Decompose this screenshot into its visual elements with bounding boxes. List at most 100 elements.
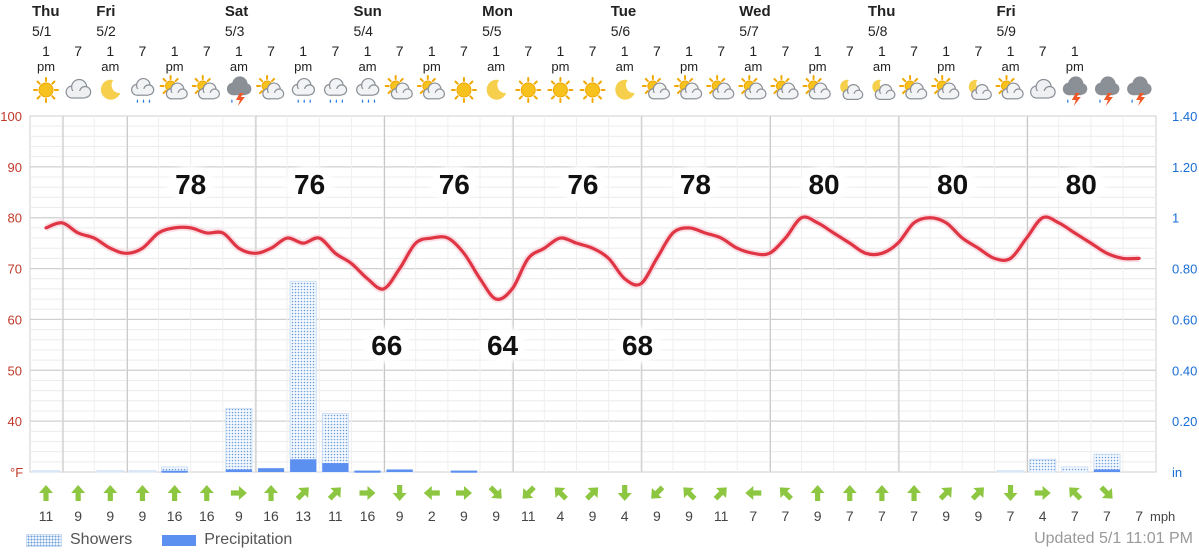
rain-drop bbox=[373, 99, 376, 103]
cloud-shape bbox=[874, 83, 896, 101]
day-name: Fri bbox=[96, 3, 115, 20]
hour-label: 1 bbox=[878, 43, 886, 59]
sun-ray bbox=[270, 77, 276, 83]
ampm-label: am bbox=[744, 59, 762, 74]
wind-arrow-ne bbox=[327, 487, 342, 501]
wind-speed: 11 bbox=[521, 508, 536, 524]
wind-arrow-shape bbox=[554, 487, 568, 501]
rain-drop bbox=[303, 99, 305, 103]
rain-drop bbox=[361, 99, 364, 103]
temperature-line bbox=[44, 213, 1141, 303]
wind-speed: 11 bbox=[714, 508, 729, 524]
wind-arrow-n bbox=[810, 485, 825, 501]
y-left-tick: 70 bbox=[8, 262, 22, 277]
wind-speed: 9 bbox=[106, 508, 114, 524]
sun-ray bbox=[998, 77, 1003, 83]
sun-ray bbox=[533, 80, 538, 85]
wind-speed: 7 bbox=[1103, 508, 1111, 524]
wind-speed: 4 bbox=[557, 508, 565, 524]
day-name: Sat bbox=[225, 3, 248, 20]
sun-ray bbox=[688, 77, 694, 83]
wind-speed: 11 bbox=[39, 508, 54, 524]
cloud-shape bbox=[390, 82, 413, 100]
wind-arrow-e bbox=[359, 486, 376, 500]
sun-disc bbox=[456, 82, 472, 98]
temp-label-low: 68 bbox=[622, 330, 653, 361]
wind-arrow-ne bbox=[585, 487, 599, 501]
showers-swatch bbox=[26, 533, 62, 547]
cloud-body bbox=[362, 88, 374, 96]
sun-icon bbox=[450, 77, 477, 103]
sun-ray bbox=[518, 95, 523, 100]
rain-drop bbox=[142, 99, 145, 103]
temp-label-halo bbox=[362, 327, 411, 363]
sun-ray bbox=[934, 77, 939, 83]
wind-speed: 7 bbox=[1071, 508, 1079, 524]
wind-speed: 11 bbox=[328, 508, 343, 524]
sun-ray bbox=[419, 89, 424, 95]
sun-ray bbox=[518, 80, 523, 85]
sun-ray bbox=[656, 77, 661, 83]
hour-label: 1 bbox=[106, 43, 114, 59]
cloud-shape bbox=[808, 82, 831, 100]
day-date: 5/6 bbox=[611, 23, 631, 39]
wind-speed: 9 bbox=[235, 508, 243, 524]
wind-speed: 16 bbox=[199, 508, 215, 524]
cloud-shape bbox=[680, 82, 703, 100]
y-right-tick: 0.40 bbox=[1172, 363, 1197, 378]
sun-ray bbox=[162, 89, 167, 95]
sun-ray bbox=[399, 77, 404, 83]
sun-ray bbox=[419, 77, 424, 83]
sun-ray bbox=[258, 89, 264, 95]
day-name: Sun bbox=[354, 3, 382, 20]
temp-label-halo bbox=[671, 166, 720, 202]
wind-speed: 7 bbox=[782, 508, 790, 524]
sun-ray bbox=[741, 89, 746, 95]
temp-label-halo bbox=[928, 166, 977, 202]
cloud-body bbox=[976, 93, 987, 100]
ampm-label: pm bbox=[937, 59, 955, 74]
updated-timestamp: Updated 5/1 11:01 PM bbox=[1034, 530, 1193, 547]
cloud-sun-icon bbox=[641, 75, 671, 100]
precipitation-bar bbox=[322, 463, 349, 472]
temp-label-halo bbox=[166, 166, 215, 202]
wind-arrow-n bbox=[103, 485, 118, 501]
cloud-sun-icon bbox=[931, 75, 960, 100]
wind-arrow-shape bbox=[327, 487, 342, 501]
sun-ray bbox=[469, 80, 474, 85]
wind-arrow-shape bbox=[842, 485, 857, 501]
hour-label: 7 bbox=[331, 43, 339, 59]
cloud-body bbox=[1036, 91, 1050, 98]
y-right-tick: 1 bbox=[1172, 211, 1179, 226]
hour-label: 1 bbox=[299, 43, 307, 59]
hour-label: 7 bbox=[653, 43, 661, 59]
day-date: 5/5 bbox=[482, 23, 502, 39]
hour-label: 1 bbox=[492, 43, 500, 59]
rain-drop bbox=[297, 99, 299, 103]
ampm-label: am bbox=[101, 59, 119, 74]
wind-arrow-nw bbox=[1069, 487, 1083, 501]
temp-label-high: 80 bbox=[1066, 169, 1097, 200]
hour-label: 7 bbox=[717, 43, 725, 59]
showers-bar bbox=[996, 470, 1025, 473]
ampm-label: am bbox=[487, 59, 505, 74]
cloud-sun-icon bbox=[191, 75, 220, 100]
wind-arrow-shape bbox=[359, 486, 376, 500]
ampm-label: pm bbox=[809, 59, 827, 74]
wind-speed: 7 bbox=[1007, 508, 1015, 524]
lightning-bolt bbox=[1071, 93, 1081, 106]
cloud-rain-icon bbox=[356, 77, 380, 103]
day-name: Thu bbox=[868, 3, 896, 20]
cloud-shape bbox=[905, 82, 928, 100]
wind-arrow-sw bbox=[522, 485, 536, 499]
wind-arrow-n bbox=[71, 485, 86, 501]
wind-arrow-shape bbox=[907, 485, 922, 501]
temperature-labels: 78 76 66 76 64 76 68 78 80 80 80 bbox=[166, 166, 1106, 363]
sun-ray bbox=[454, 95, 459, 100]
wind-speed: 9 bbox=[653, 508, 661, 524]
legend-showers-label: Showers bbox=[70, 531, 133, 548]
wind-arrow-shape bbox=[199, 485, 214, 501]
sun-ray bbox=[565, 95, 570, 100]
cloud-shape bbox=[1001, 82, 1024, 100]
wind-arrow-shape bbox=[230, 486, 247, 500]
